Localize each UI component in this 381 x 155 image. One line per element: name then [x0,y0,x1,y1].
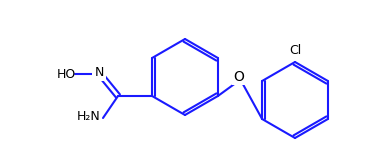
Text: H₂N: H₂N [76,109,100,122]
Text: N: N [94,66,104,80]
Text: Cl: Cl [289,44,301,57]
Text: O: O [234,70,245,84]
Text: HO: HO [57,69,76,82]
